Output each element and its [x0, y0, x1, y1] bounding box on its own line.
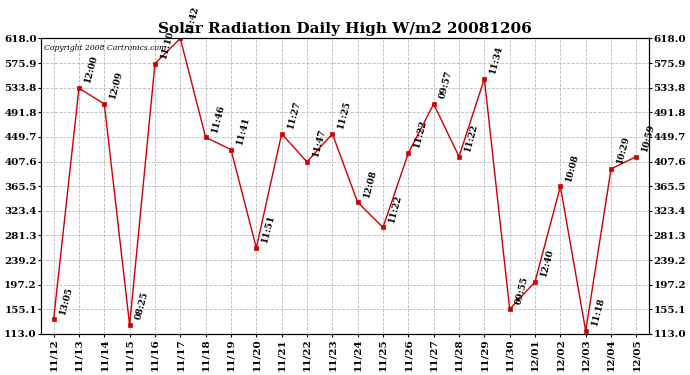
- Text: 11:25: 11:25: [337, 99, 353, 130]
- Text: Copyright 2008 Cartronics.com: Copyright 2008 Cartronics.com: [44, 44, 166, 53]
- Text: 12:40: 12:40: [539, 248, 555, 278]
- Text: 10:59: 10:59: [640, 123, 657, 153]
- Text: 11:22: 11:22: [413, 119, 428, 149]
- Text: 11:42: 11:42: [184, 4, 201, 34]
- Text: 11:46: 11:46: [210, 103, 226, 133]
- Text: 11:22: 11:22: [387, 193, 404, 223]
- Text: 11:34: 11:34: [489, 44, 504, 75]
- Text: 11:27: 11:27: [286, 99, 302, 130]
- Text: 11:41: 11:41: [235, 115, 251, 146]
- Text: 11:47: 11:47: [311, 128, 327, 158]
- Text: 11:10: 11:10: [159, 29, 175, 59]
- Text: 10:29: 10:29: [615, 135, 631, 165]
- Title: Solar Radiation Daily High W/m2 20081206: Solar Radiation Daily High W/m2 20081206: [158, 22, 532, 36]
- Text: 09:57: 09:57: [438, 70, 454, 100]
- Text: 12:08: 12:08: [362, 168, 378, 198]
- Text: 09:55: 09:55: [514, 275, 530, 305]
- Text: 12:00: 12:00: [83, 54, 99, 84]
- Text: 11:18: 11:18: [590, 297, 606, 327]
- Text: 08:25: 08:25: [134, 291, 150, 321]
- Text: 11:51: 11:51: [261, 213, 277, 244]
- Text: 13:05: 13:05: [58, 285, 74, 315]
- Text: 10:08: 10:08: [564, 153, 580, 182]
- Text: 11:22: 11:22: [463, 122, 480, 153]
- Text: 12:09: 12:09: [108, 70, 125, 100]
